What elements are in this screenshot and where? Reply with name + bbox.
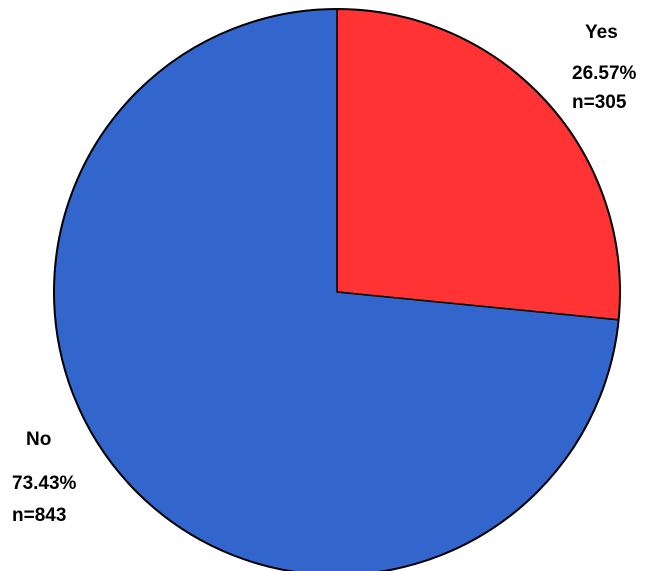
slice-label-no: No: [26, 429, 51, 450]
pie-slices: [53, 8, 621, 571]
slice-label-yes: Yes: [585, 22, 618, 43]
slice-count-yes: n=305: [572, 92, 627, 113]
pie-outline: [53, 8, 621, 571]
slice-percent-no: 73.43%: [12, 473, 77, 494]
slice-percent-yes: 26.57%: [572, 63, 637, 84]
slice-count-no: n=843: [12, 505, 66, 526]
pie-slice-yes: [336, 8, 621, 321]
